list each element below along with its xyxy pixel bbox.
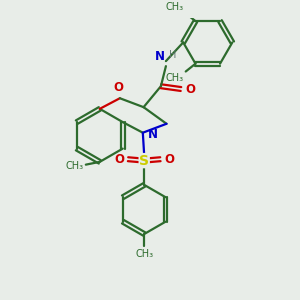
Text: O: O <box>185 82 195 95</box>
Text: S: S <box>139 154 149 168</box>
Text: O: O <box>114 153 124 166</box>
Text: CH₃: CH₃ <box>166 2 184 12</box>
Text: CH₃: CH₃ <box>135 248 153 259</box>
Text: O: O <box>113 81 124 94</box>
Text: CH₃: CH₃ <box>166 73 184 83</box>
Text: N: N <box>154 50 164 62</box>
Text: O: O <box>164 153 174 166</box>
Text: H: H <box>169 50 177 60</box>
Text: N: N <box>148 128 158 141</box>
Text: CH₃: CH₃ <box>65 161 84 171</box>
